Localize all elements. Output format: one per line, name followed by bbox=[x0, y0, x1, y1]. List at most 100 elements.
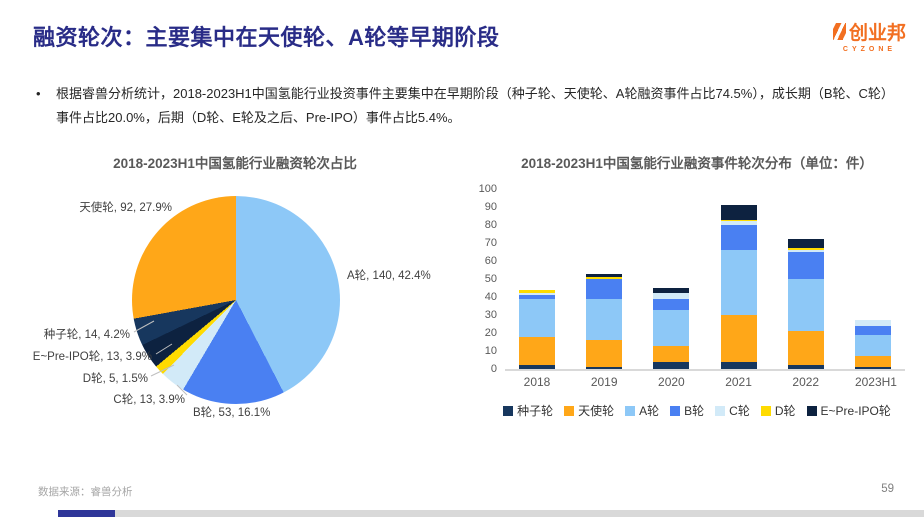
bar-2023H1 bbox=[854, 320, 891, 369]
bar-segment-B轮 bbox=[586, 279, 623, 299]
bar-segment-B轮 bbox=[854, 325, 891, 335]
y-tick-label: 30 bbox=[484, 309, 497, 321]
page-number: 59 bbox=[881, 483, 894, 495]
bar-segment-E~Pre-IPO轮 bbox=[720, 205, 757, 220]
bar-chart-block: 2018-2023H1中国氢能行业融资事件轮次分布（单位：件） 0 10 20 30 4… bbox=[470, 140, 924, 450]
summary-bullet: • 根据睿兽分析统计，2018-2023H1中国氢能行业投资事件主要集中在早期阶… bbox=[36, 82, 892, 130]
footer-progress-bar bbox=[58, 510, 924, 517]
legend-item-C轮: C轮 bbox=[715, 402, 750, 419]
bar-segment-种子轮 bbox=[854, 367, 891, 369]
legend-swatch-icon bbox=[760, 405, 771, 416]
legend-swatch-icon bbox=[715, 405, 726, 416]
bar-segment-A轮 bbox=[519, 298, 555, 337]
bar-plot: 0 10 20 30 40 50 60 70 80 90 100 bbox=[479, 183, 905, 375]
footer-progress-segment bbox=[58, 510, 115, 517]
y-tick-label: 40 bbox=[484, 291, 497, 303]
legend-label: 天使轮 bbox=[578, 404, 615, 418]
legend-label: E~Pre-IPO轮 bbox=[820, 404, 891, 418]
legend-label: D轮 bbox=[774, 404, 796, 418]
x-tick-label: 2023H1 bbox=[854, 375, 897, 389]
legend-item-B轮: B轮 bbox=[670, 402, 704, 419]
pie-label-seed: 种子轮, 14, 4.2% bbox=[43, 329, 130, 341]
bar-segment-种子轮 bbox=[519, 365, 555, 369]
x-tick-label: 2019 bbox=[590, 375, 618, 389]
bar-segment-B轮 bbox=[653, 298, 690, 310]
bar-segment-天使轮 bbox=[586, 340, 623, 368]
pie-label-series-b: B轮, 53, 16.1% bbox=[193, 407, 271, 419]
bar-chart-title: 2018-2023H1中国氢能行业融资事件轮次分布（单位：件） bbox=[521, 156, 873, 171]
bar-2019 bbox=[586, 273, 623, 369]
bar-segment-C轮 bbox=[720, 221, 757, 226]
cyzone-logo-icon bbox=[832, 23, 846, 40]
y-tick-label: 10 bbox=[484, 345, 497, 357]
y-tick-label: 20 bbox=[484, 327, 497, 339]
pie-chart-title: 2018-2023H1中国氢能行业融资轮次占比 bbox=[113, 156, 357, 171]
legend-item-天使轮: 天使轮 bbox=[564, 402, 614, 419]
pie-label-angel: 天使轮, 92, 27.9% bbox=[79, 202, 172, 214]
bullet-marker: • bbox=[36, 86, 41, 101]
bullet-text: 根据睿兽分析统计，2018-2023H1中国氢能行业投资事件主要集中在早期阶段（… bbox=[56, 86, 888, 126]
y-tick-label: 60 bbox=[484, 255, 497, 267]
page-title: 融资轮次：主要集中在天使轮、A轮等早期阶段 bbox=[33, 25, 500, 50]
bar-segment-种子轮 bbox=[653, 361, 690, 369]
pie-label-series-c: C轮, 13, 3.9% bbox=[113, 394, 185, 406]
bar-segment-种子轮 bbox=[720, 361, 757, 369]
legend-item-A轮: A轮 bbox=[625, 402, 659, 419]
bar-segment-A轮 bbox=[787, 279, 824, 332]
bar-segment-天使轮 bbox=[787, 331, 824, 366]
bar-segment-E~Pre-IPO轮 bbox=[586, 273, 623, 278]
legend-label: C轮 bbox=[729, 404, 750, 418]
bar-2021 bbox=[720, 205, 757, 369]
legend-swatch-icon bbox=[625, 405, 636, 416]
y-tick-label: 50 bbox=[484, 273, 497, 285]
cyzone-logo: 创业邦 CYZONE bbox=[832, 18, 906, 53]
bar-segment-A轮 bbox=[653, 309, 690, 346]
pie bbox=[132, 196, 340, 404]
bar-segment-天使轮 bbox=[653, 345, 690, 362]
bar-segment-C轮 bbox=[653, 293, 690, 299]
pie-label-e-preipo: E~Pre-IPO轮, 13, 3.9% bbox=[32, 351, 152, 363]
x-tick-label: 2022 bbox=[792, 375, 820, 389]
bar-segment-D轮 bbox=[720, 219, 757, 222]
bar-segment-B轮 bbox=[720, 225, 757, 251]
bar-segment-A轮 bbox=[720, 250, 757, 316]
bar-segment-E~Pre-IPO轮 bbox=[787, 239, 824, 249]
bar-segment-A轮 bbox=[854, 334, 891, 357]
bar-segment-天使轮 bbox=[854, 356, 891, 368]
bar-segment-天使轮 bbox=[519, 336, 555, 366]
y-tick-label: 0 bbox=[490, 363, 497, 375]
bar-segment-C轮 bbox=[854, 320, 891, 326]
bar-segment-C轮 bbox=[787, 250, 824, 253]
pie-label-series-d: D轮, 5, 1.5% bbox=[82, 373, 148, 385]
y-tick-label: 100 bbox=[478, 183, 497, 195]
bar-segment-种子轮 bbox=[586, 367, 623, 369]
bar-segment-E~Pre-IPO轮 bbox=[653, 288, 690, 294]
x-tick-label: 2021 bbox=[725, 375, 752, 389]
bar-segment-D轮 bbox=[519, 289, 555, 294]
legend-swatch-icon bbox=[806, 405, 817, 416]
bar-segment-天使轮 bbox=[720, 315, 757, 362]
logo-name: 创业邦 bbox=[848, 23, 906, 44]
bar-2020 bbox=[653, 288, 690, 369]
pie-label-series-a: A轮, 140, 42.4% bbox=[347, 270, 431, 282]
bar-segment-B轮 bbox=[519, 295, 555, 299]
x-tick-label: 2020 bbox=[658, 375, 685, 389]
pie-chart-block: 2018-2023H1中国氢能行业融资轮次占比 天使轮, 92, 27.9% A… bbox=[0, 140, 470, 440]
y-tick-label: 90 bbox=[484, 201, 497, 213]
legend-item-E~Pre-IPO轮: E~Pre-IPO轮 bbox=[806, 402, 891, 419]
bar-segment-C轮 bbox=[519, 293, 555, 296]
bar-segment-A轮 bbox=[586, 298, 623, 341]
bar-segment-D轮 bbox=[787, 248, 824, 251]
bar-segment-D轮 bbox=[586, 277, 623, 280]
legend-swatch-icon bbox=[503, 405, 514, 416]
legend-label: 种子轮 bbox=[517, 404, 554, 418]
bar-2022 bbox=[787, 239, 824, 369]
data-source-note: 数据来源：睿兽分析 bbox=[38, 486, 133, 498]
legend-label: B轮 bbox=[684, 404, 705, 418]
legend-swatch-icon bbox=[670, 405, 681, 416]
x-labels: 2018 2019 2020 2021 2022 2023H1 bbox=[505, 375, 905, 389]
legend-swatch-icon bbox=[564, 405, 575, 416]
y-tick-label: 70 bbox=[484, 237, 497, 249]
bar-segment-种子轮 bbox=[787, 365, 824, 369]
